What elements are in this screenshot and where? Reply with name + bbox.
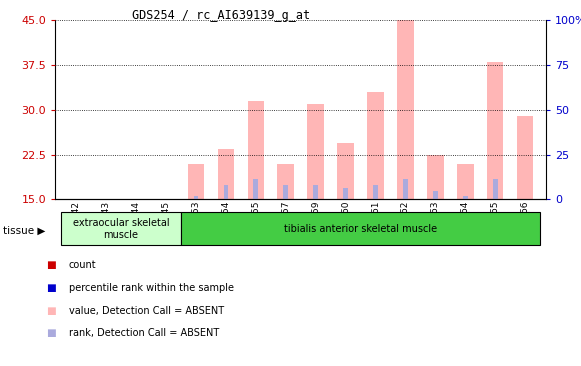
Bar: [397, 20, 414, 199]
Text: ■: ■: [46, 306, 56, 316]
Text: tibialis anterior skeletal muscle: tibialis anterior skeletal muscle: [284, 224, 437, 234]
Bar: [517, 116, 533, 199]
Bar: [253, 179, 258, 199]
Text: rank, Detection Call = ABSENT: rank, Detection Call = ABSENT: [69, 328, 219, 339]
Bar: [427, 154, 444, 199]
Bar: [248, 101, 264, 199]
Bar: [343, 187, 348, 199]
Bar: [181, 212, 540, 245]
Bar: [367, 92, 383, 199]
Text: ■: ■: [46, 283, 56, 293]
Bar: [224, 184, 228, 199]
Bar: [307, 104, 324, 199]
Bar: [403, 179, 408, 199]
Text: ■: ■: [46, 328, 56, 339]
Bar: [313, 184, 318, 199]
Bar: [433, 190, 437, 199]
Bar: [284, 184, 288, 199]
Text: tissue ▶: tissue ▶: [3, 225, 45, 236]
Bar: [338, 143, 354, 199]
Text: GDS254 / rc_AI639139_g_at: GDS254 / rc_AI639139_g_at: [132, 9, 310, 22]
Bar: [493, 179, 497, 199]
Bar: [61, 212, 181, 245]
Bar: [463, 197, 468, 199]
Bar: [373, 184, 378, 199]
Text: ■: ■: [46, 260, 56, 270]
Text: percentile rank within the sample: percentile rank within the sample: [69, 283, 234, 293]
Bar: [487, 62, 504, 199]
Bar: [278, 164, 294, 199]
Bar: [457, 164, 474, 199]
Bar: [193, 197, 198, 199]
Text: extraocular skeletal
muscle: extraocular skeletal muscle: [73, 218, 170, 240]
Bar: [188, 164, 204, 199]
Bar: [218, 149, 234, 199]
Text: count: count: [69, 260, 96, 270]
Text: value, Detection Call = ABSENT: value, Detection Call = ABSENT: [69, 306, 224, 316]
